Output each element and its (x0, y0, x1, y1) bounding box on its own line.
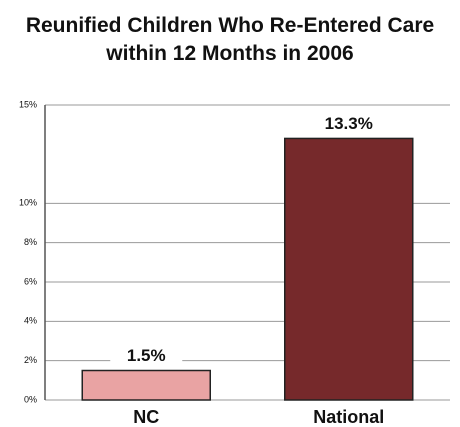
value-label-bg (312, 112, 385, 135)
bar (284, 137, 414, 401)
x-tick-label: National (313, 407, 384, 427)
y-tick-label: 10% (19, 198, 37, 208)
value-label: 13.3% (325, 114, 373, 133)
value-label-bg (110, 344, 183, 367)
value-label: 1.5% (127, 346, 166, 365)
y-tick-label: 6% (24, 276, 37, 286)
chart-title: Reunified Children Who Re-Entered Care w… (25, 14, 435, 65)
bar (81, 369, 211, 401)
y-tick-label: 0% (24, 394, 37, 404)
y-tick-label: 8% (24, 237, 37, 247)
x-tick-label: NC (133, 407, 159, 427)
y-tick-label: 15% (19, 99, 37, 109)
y-tick-label: 4% (24, 316, 37, 326)
y-tick-label: 2% (24, 355, 37, 365)
